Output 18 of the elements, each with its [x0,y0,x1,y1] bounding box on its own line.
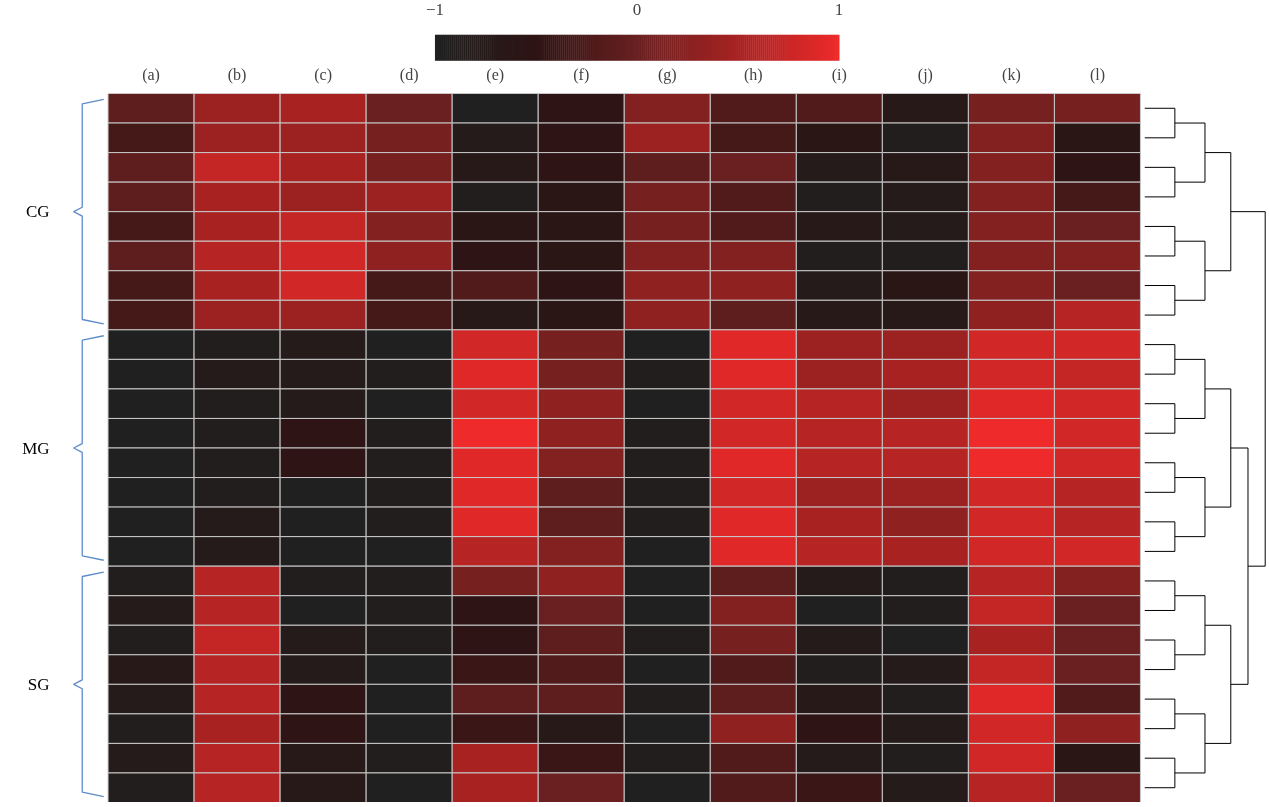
x-tick-label: (d) [399,65,419,84]
x-tick-label: (c) [314,65,333,84]
color-bar-label: 0 [632,0,642,19]
x-tick-label: (g) [657,65,677,84]
x-tick-label: (i) [831,65,847,84]
x-tick-label: (a) [142,65,160,84]
x-tick-label: (e) [486,65,505,84]
x-tick-label: (h) [743,65,763,84]
text: CG [25,202,50,222]
x-tick-label: (j) [917,65,933,84]
x-tick-label: (b) [227,65,247,84]
x-tick-label: (l) [1089,65,1105,84]
text: MG [22,438,50,458]
x-tick-label: (f) [573,65,590,84]
text: SG [27,674,50,694]
color-bar-label: −1 [425,0,444,19]
x-tick-label: (k) [1002,65,1021,84]
color-bar-label: 1 [834,0,844,19]
